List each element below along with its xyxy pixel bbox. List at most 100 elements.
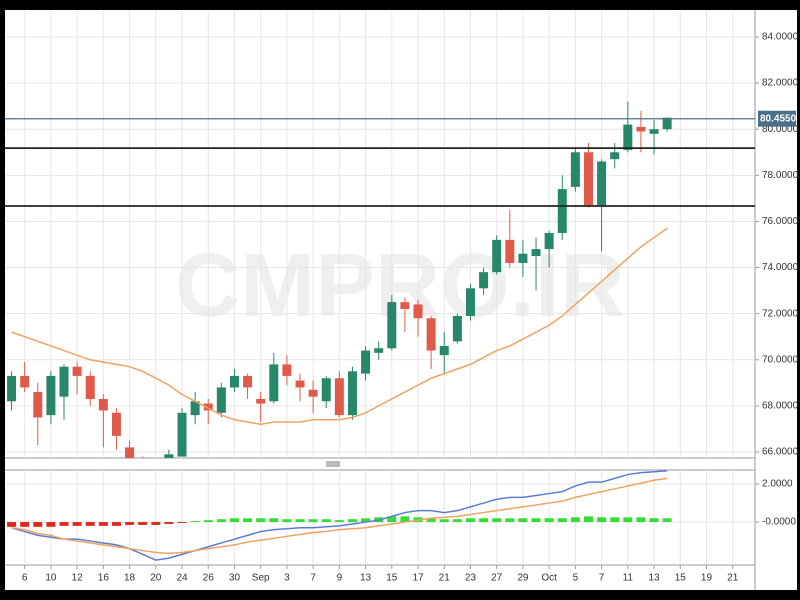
candle-body	[111, 412, 121, 436]
candle-body	[177, 412, 187, 457]
histogram-bar	[492, 518, 502, 523]
candle-body	[505, 239, 515, 263]
x-tick-label: 27	[491, 573, 503, 584]
candle-body	[334, 378, 344, 416]
candle-body	[98, 398, 108, 411]
candle-body	[439, 345, 449, 356]
histogram-bar	[85, 522, 95, 526]
y-tick-label: 78.0000	[762, 170, 799, 181]
x-tick-label: 15	[386, 573, 398, 584]
histogram-bar	[479, 518, 489, 523]
x-tick-label: 9	[337, 573, 343, 584]
histogram-bar	[125, 522, 135, 525]
histogram-bar	[308, 519, 318, 523]
x-tick-label: 19	[701, 573, 713, 584]
candle-body	[374, 348, 384, 353]
histogram-bar	[361, 518, 371, 523]
y-tick-label: 80.0000	[762, 124, 799, 135]
histogram-bar	[269, 518, 279, 523]
candle-body	[282, 364, 292, 376]
histogram-bar	[203, 520, 213, 523]
candle-body	[20, 375, 30, 388]
candle-body	[216, 387, 226, 413]
candle-body	[597, 161, 607, 206]
moving-average	[11, 227, 668, 426]
y-tick-label: -0.0000	[762, 517, 796, 528]
x-tick-label: 26	[203, 573, 215, 584]
histogram-bar	[347, 519, 357, 523]
candle-body	[203, 403, 213, 411]
resize-handle[interactable]	[326, 461, 340, 467]
candle-body	[426, 318, 436, 351]
x-tick-label: 6	[22, 573, 28, 584]
histogram-bar	[636, 517, 646, 523]
y-tick-label: 68.0000	[762, 401, 799, 412]
candle-body	[347, 371, 357, 416]
x-tick-label: 21	[727, 573, 739, 584]
candle-body	[256, 398, 266, 404]
x-tick-label: 13	[360, 573, 372, 584]
x-tick-label: 20	[150, 573, 162, 584]
candle-body	[452, 315, 462, 342]
histogram-bar	[321, 519, 331, 523]
histogram-bar	[505, 518, 515, 523]
candle-body	[269, 364, 279, 402]
histogram-bar	[452, 519, 462, 523]
candle-body	[400, 302, 410, 310]
indicator-line	[11, 477, 668, 555]
x-tick-label: 12	[72, 573, 84, 584]
histogram-bar	[465, 518, 475, 523]
watermark: CMPRO.IR	[175, 236, 625, 336]
histogram-bar	[216, 519, 226, 523]
candle-body	[308, 389, 318, 397]
candle-body	[46, 375, 56, 416]
candle-body	[295, 380, 305, 388]
candle-body	[492, 239, 502, 273]
histogram-bar	[33, 522, 43, 527]
main-panel	[5, 10, 755, 458]
candle-body	[321, 378, 331, 402]
candle-body	[7, 375, 17, 402]
histogram-bar	[400, 516, 410, 523]
candle-body	[531, 249, 541, 257]
y-tick-label: 84.0000	[762, 32, 799, 43]
histogram-bar	[531, 518, 541, 523]
histogram-bar	[164, 522, 174, 524]
histogram-bar	[72, 522, 82, 526]
x-tick-label: 7	[310, 573, 316, 584]
histogram-bar	[256, 518, 266, 523]
x-tick-label: 7	[599, 573, 605, 584]
histogram-bar	[426, 518, 436, 523]
candle-body	[190, 401, 200, 416]
histogram-bar	[59, 522, 69, 526]
candle-body	[387, 302, 397, 349]
candle-body	[164, 454, 174, 458]
histogram-bar	[98, 522, 108, 526]
x-tick-label: Oct	[541, 573, 557, 584]
candle-body	[465, 288, 475, 316]
histogram-bar	[138, 522, 148, 525]
x-tick-label: 5	[573, 573, 579, 584]
candle-body	[361, 350, 371, 374]
histogram-bar	[177, 522, 187, 524]
histogram-bar	[544, 518, 554, 523]
price-label: 80.4550	[760, 113, 797, 124]
indicator-line	[11, 470, 668, 561]
histogram-bar	[151, 522, 161, 525]
x-tick-label: Sep	[252, 573, 270, 584]
candle-body	[33, 392, 43, 418]
histogram-bar	[295, 519, 305, 523]
x-tick-label: 17	[412, 573, 424, 584]
candle-body	[229, 375, 239, 388]
x-tick-label: 30	[229, 573, 241, 584]
histogram-bar	[243, 518, 253, 523]
price-tag	[758, 110, 796, 127]
candle-body	[59, 366, 69, 397]
histogram-bar	[111, 522, 121, 526]
candle-body	[479, 272, 489, 289]
background	[5, 10, 797, 590]
candle-body	[557, 189, 567, 233]
x-tick-label: 21	[439, 573, 451, 584]
histogram-bar	[387, 516, 397, 523]
